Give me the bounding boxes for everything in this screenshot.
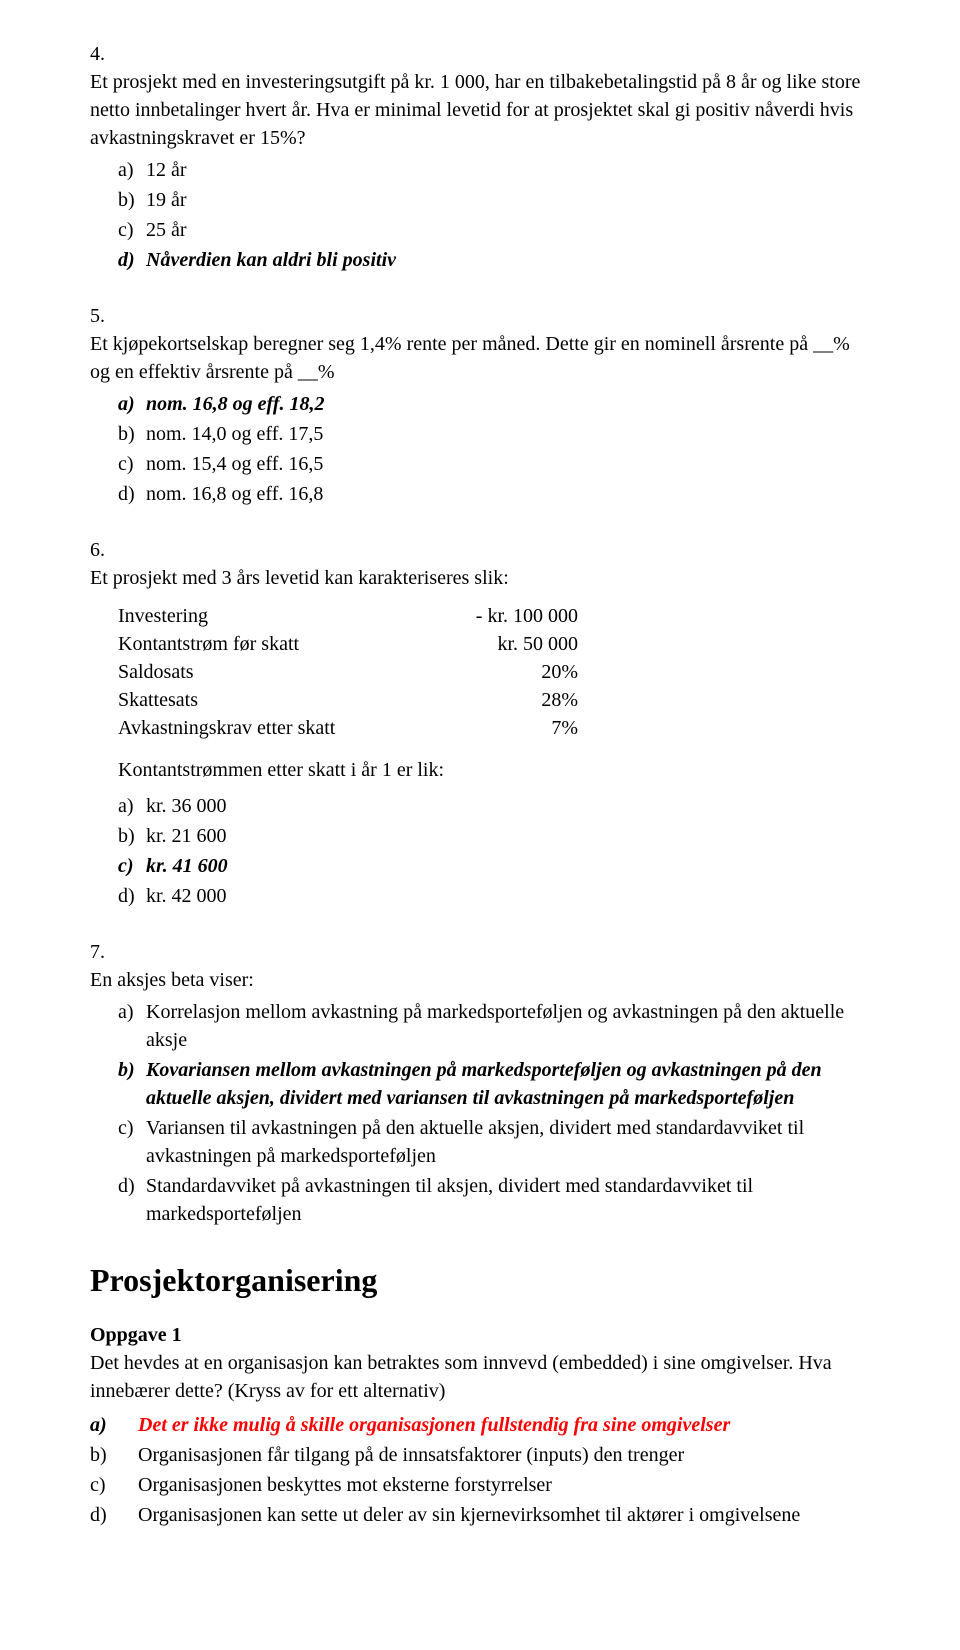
option: d)Nåverdien kan aldri bli positiv bbox=[118, 246, 900, 274]
option: d)Standardavviket på avkastningen til ak… bbox=[118, 1172, 900, 1228]
question-number: 5. bbox=[90, 302, 118, 330]
option-text: Det er ikke mulig å skille organisasjone… bbox=[138, 1411, 878, 1439]
table-row: Skattesats28% bbox=[118, 686, 900, 714]
question-6-options: a)kr. 36 000 b)kr. 21 600 c)kr. 41 600 d… bbox=[118, 792, 900, 910]
option: c)25 år bbox=[118, 216, 900, 244]
option-label: a) bbox=[90, 1411, 138, 1439]
option: a)Korrelasjon mellom avkastning på marke… bbox=[118, 998, 900, 1054]
question-5: 5. Et kjøpekortselskap beregner seg 1,4%… bbox=[90, 302, 900, 508]
option-label: b) bbox=[118, 420, 146, 448]
option-label: b) bbox=[118, 186, 146, 214]
option-text: Standardavviket på avkastningen til aksj… bbox=[146, 1172, 886, 1228]
option-label: d) bbox=[118, 246, 146, 274]
question-text: En aksjes beta viser: bbox=[90, 966, 870, 994]
option-label: a) bbox=[118, 156, 146, 184]
option-text: kr. 41 600 bbox=[146, 852, 886, 880]
option: d)nom. 16,8 og eff. 16,8 bbox=[118, 480, 900, 508]
question-6-table: Investering- kr. 100 000 Kontantstrøm fø… bbox=[118, 602, 900, 742]
table-value: - kr. 100 000 bbox=[438, 602, 578, 630]
option: c)Variansen til avkastningen på den aktu… bbox=[118, 1114, 900, 1170]
option: c)kr. 41 600 bbox=[118, 852, 900, 880]
question-5-options: a)nom. 16,8 og eff. 18,2 b)nom. 14,0 og … bbox=[118, 390, 900, 508]
question-6: 6. Et prosjekt med 3 års levetid kan kar… bbox=[90, 536, 900, 910]
table-label: Saldosats bbox=[118, 658, 438, 686]
table-label: Skattesats bbox=[118, 686, 438, 714]
question-number: 7. bbox=[90, 938, 118, 966]
option-label: d) bbox=[118, 480, 146, 508]
option-text: 12 år bbox=[146, 156, 886, 184]
option: c)nom. 15,4 og eff. 16,5 bbox=[118, 450, 900, 478]
option: b)Kovariansen mellom avkastningen på mar… bbox=[118, 1056, 900, 1112]
option-label: b) bbox=[118, 822, 146, 850]
table-label: Avkastningskrav etter skatt bbox=[118, 714, 438, 742]
option-label: b) bbox=[90, 1441, 138, 1469]
option-text: 25 år bbox=[146, 216, 886, 244]
question-7: 7. En aksjes beta viser: a)Korrelasjon m… bbox=[90, 938, 900, 1228]
option-label: a) bbox=[118, 390, 146, 418]
option-label: c) bbox=[118, 852, 146, 880]
table-row: Avkastningskrav etter skatt7% bbox=[118, 714, 900, 742]
option-text: nom. 14,0 og eff. 17,5 bbox=[146, 420, 886, 448]
option: a)kr. 36 000 bbox=[118, 792, 900, 820]
option-text: nom. 15,4 og eff. 16,5 bbox=[146, 450, 886, 478]
question-text: Et kjøpekortselskap beregner seg 1,4% re… bbox=[90, 330, 870, 386]
option-text: kr. 36 000 bbox=[146, 792, 886, 820]
option-label: c) bbox=[118, 450, 146, 478]
question-4-options: a)12 år b)19 år c)25 år d)Nåverdien kan … bbox=[118, 156, 900, 274]
table-row: Kontantstrøm før skattkr. 50 000 bbox=[118, 630, 900, 658]
option-text: 19 år bbox=[146, 186, 886, 214]
option-text: kr. 21 600 bbox=[146, 822, 886, 850]
option: b)19 år bbox=[118, 186, 900, 214]
option-label: d) bbox=[118, 882, 146, 910]
question-number: 4. bbox=[90, 40, 118, 68]
option-text: nom. 16,8 og eff. 16,8 bbox=[146, 480, 886, 508]
option-label: c) bbox=[118, 216, 146, 244]
option-label: c) bbox=[118, 1114, 146, 1142]
option-label: a) bbox=[118, 998, 146, 1026]
option-text: Variansen til avkastningen på den aktuel… bbox=[146, 1114, 886, 1170]
table-value: 28% bbox=[438, 686, 578, 714]
option-text: Organisasjonen kan sette ut deler av sin… bbox=[138, 1501, 878, 1529]
section-title: Prosjektorganisering bbox=[90, 1258, 900, 1303]
option: a)Det er ikke mulig å skille organisasjo… bbox=[90, 1411, 900, 1439]
table-label: Kontantstrøm før skatt bbox=[118, 630, 438, 658]
oppgave-title: Oppgave 1 bbox=[90, 1321, 900, 1349]
option-label: a) bbox=[118, 792, 146, 820]
option-text: Korrelasjon mellom avkastning på markeds… bbox=[146, 998, 886, 1054]
option: d)kr. 42 000 bbox=[118, 882, 900, 910]
option-label: b) bbox=[118, 1056, 146, 1084]
option-label: d) bbox=[118, 1172, 146, 1200]
table-value: 20% bbox=[438, 658, 578, 686]
question-text: Et prosjekt med 3 års levetid kan karakt… bbox=[90, 564, 870, 592]
question-6-subtext: Kontantstrømmen etter skatt i år 1 er li… bbox=[118, 756, 900, 784]
option: b)kr. 21 600 bbox=[118, 822, 900, 850]
option: a)nom. 16,8 og eff. 18,2 bbox=[118, 390, 900, 418]
question-number: 6. bbox=[90, 536, 118, 564]
table-value: 7% bbox=[438, 714, 578, 742]
oppgave-options: a)Det er ikke mulig å skille organisasjo… bbox=[90, 1411, 900, 1529]
option: b)Organisasjonen får tilgang på de innsa… bbox=[90, 1441, 900, 1469]
question-text: Et prosjekt med en investeringsutgift på… bbox=[90, 68, 870, 152]
question-7-options: a)Korrelasjon mellom avkastning på marke… bbox=[118, 998, 900, 1228]
question-4: 4. Et prosjekt med en investeringsutgift… bbox=[90, 40, 900, 274]
table-label: Investering bbox=[118, 602, 438, 630]
table-row: Saldosats20% bbox=[118, 658, 900, 686]
option-text: kr. 42 000 bbox=[146, 882, 886, 910]
oppgave-text: Det hevdes at en organisasjon kan betrak… bbox=[90, 1349, 900, 1405]
option-text: Organisasjonen beskyttes mot eksterne fo… bbox=[138, 1471, 878, 1499]
option: d)Organisasjonen kan sette ut deler av s… bbox=[90, 1501, 900, 1529]
option: b)nom. 14,0 og eff. 17,5 bbox=[118, 420, 900, 448]
option-text: Kovariansen mellom avkastningen på marke… bbox=[146, 1056, 886, 1112]
option: a)12 år bbox=[118, 156, 900, 184]
option-text: Organisasjonen får tilgang på de innsats… bbox=[138, 1441, 878, 1469]
option-text: Nåverdien kan aldri bli positiv bbox=[146, 246, 886, 274]
option-label: c) bbox=[90, 1471, 138, 1499]
option-label: d) bbox=[90, 1501, 138, 1529]
option-text: nom. 16,8 og eff. 18,2 bbox=[146, 390, 886, 418]
table-row: Investering- kr. 100 000 bbox=[118, 602, 900, 630]
option: c)Organisasjonen beskyttes mot eksterne … bbox=[90, 1471, 900, 1499]
table-value: kr. 50 000 bbox=[438, 630, 578, 658]
